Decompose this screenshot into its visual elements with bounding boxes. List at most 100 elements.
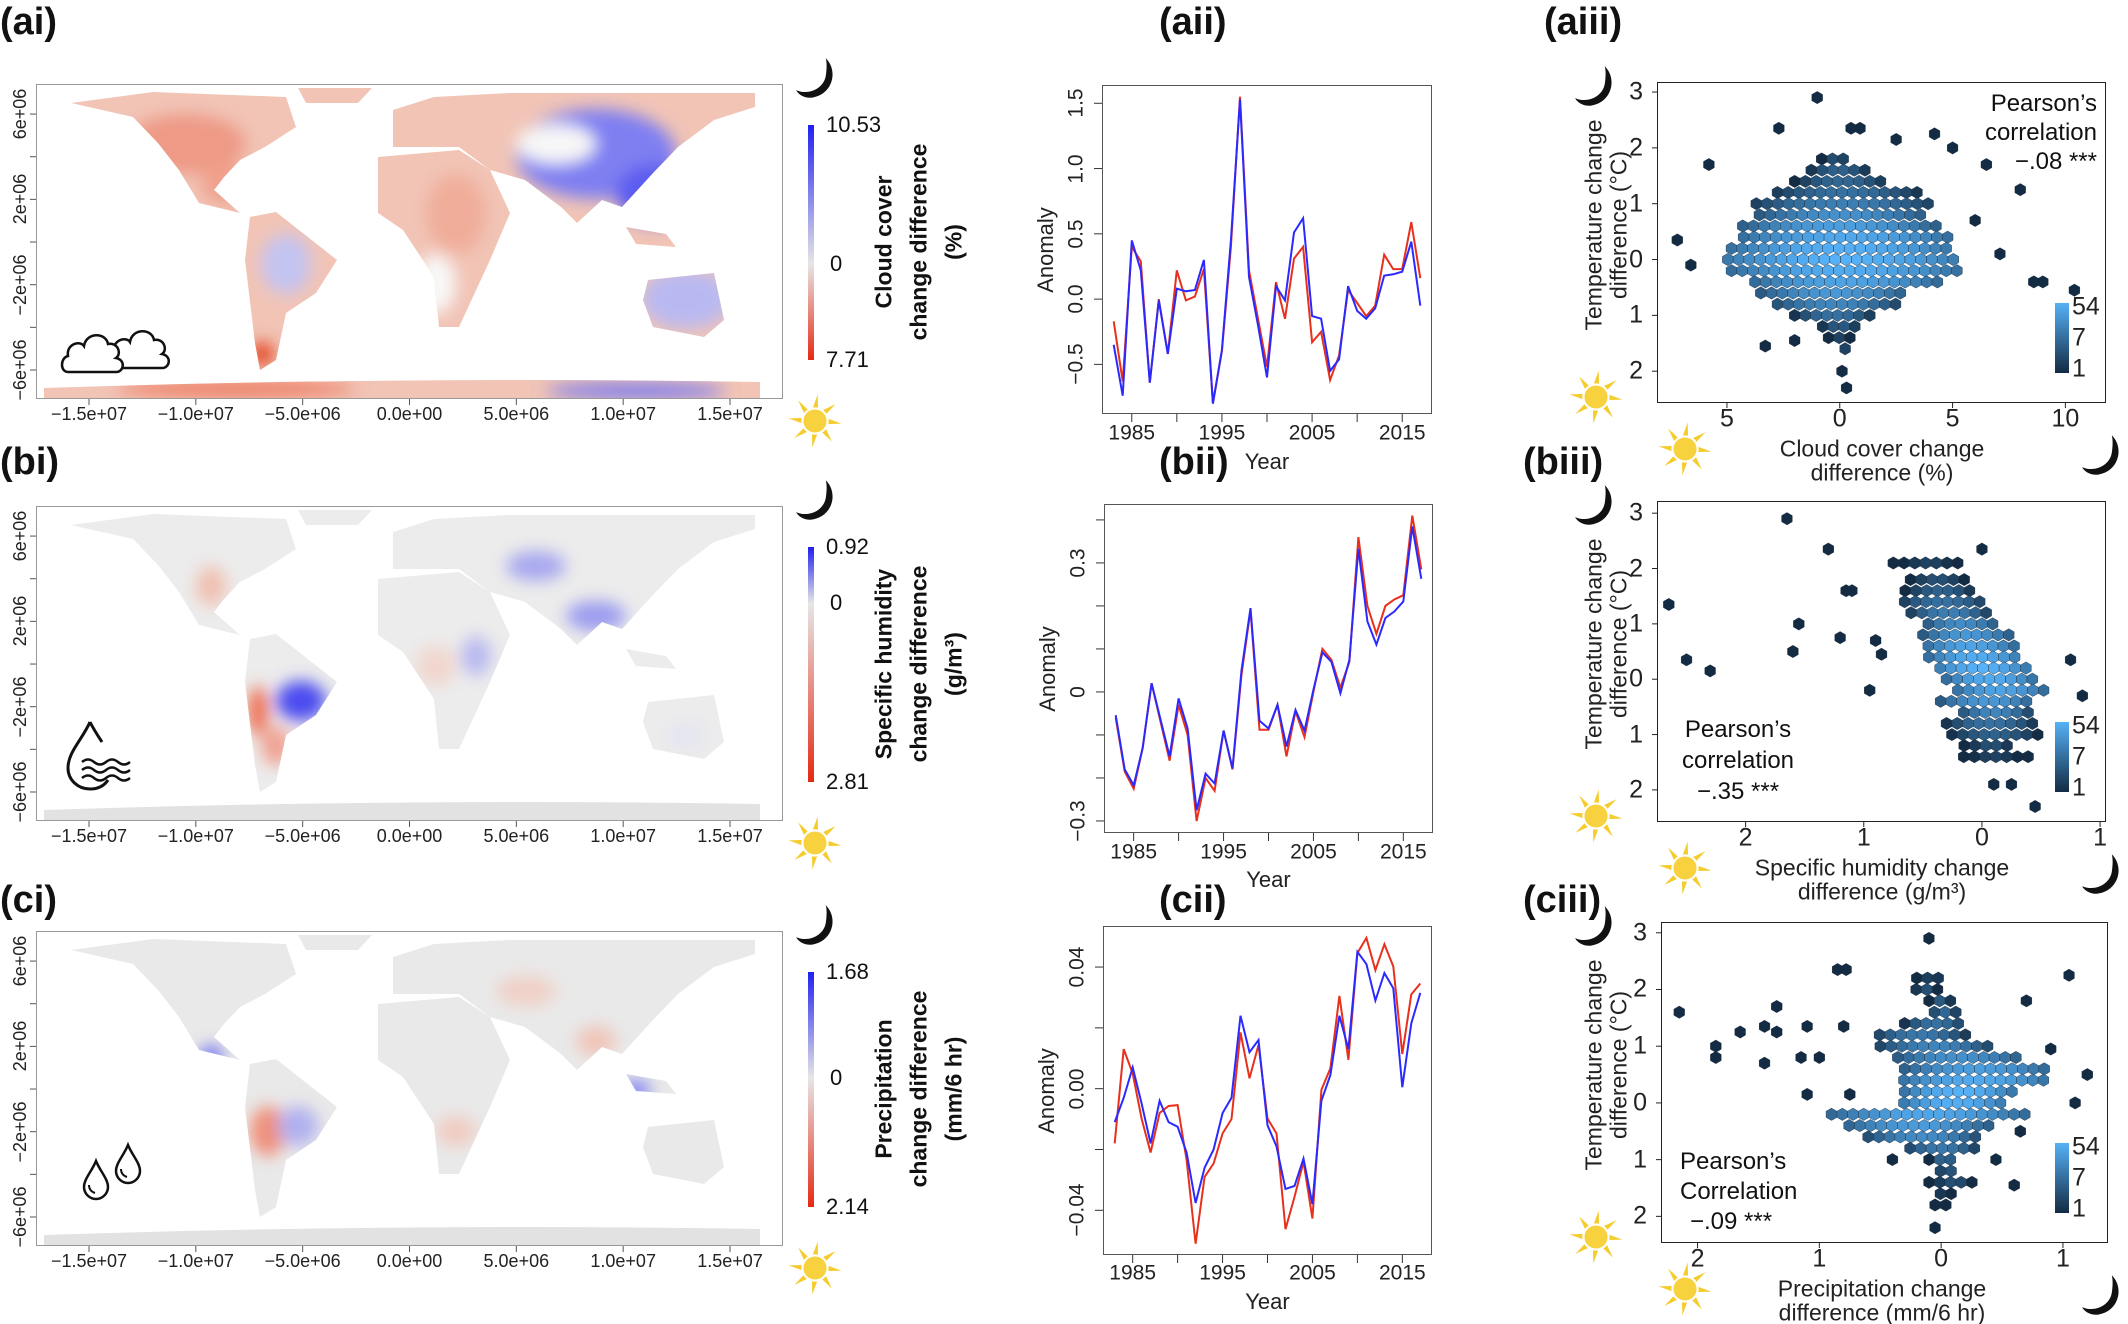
plot-frame bbox=[1657, 82, 2106, 403]
x-tick-label: −5.0e+06 bbox=[264, 1251, 341, 1271]
hex-cell bbox=[1966, 1175, 1978, 1189]
water-drop-icon bbox=[66, 721, 131, 791]
hex-cell bbox=[1704, 664, 1716, 678]
colorbar bbox=[808, 547, 814, 782]
hex-cell bbox=[1923, 1175, 1935, 1189]
hex-cell bbox=[2037, 275, 2049, 289]
hex-cell bbox=[1838, 1019, 1850, 1033]
legend-label: 1 bbox=[2072, 1194, 2086, 1223]
hex-cell bbox=[1886, 1153, 1899, 1167]
x-axis-label: Specific humidity change bbox=[1754, 854, 2010, 881]
hex-cell bbox=[1994, 1073, 2007, 1087]
x-tick-label: −1.0e+07 bbox=[157, 826, 234, 846]
hex-cell bbox=[1969, 213, 1981, 227]
x-axis-label: Year bbox=[1246, 867, 1291, 892]
hex-cell bbox=[1934, 1153, 1946, 1167]
y-tick-label: 2 bbox=[1633, 974, 1647, 1003]
hex-cell bbox=[1963, 1085, 1975, 1099]
panel-label: (ai) bbox=[0, 1, 57, 43]
hex-cell bbox=[1898, 1085, 1911, 1099]
hex-cell bbox=[1886, 1119, 1898, 1133]
count-color-legend bbox=[2055, 722, 2069, 792]
hex-cell bbox=[2081, 1068, 2093, 1082]
hex-cell bbox=[1962, 1073, 1974, 1087]
hex-cell bbox=[1710, 1039, 1722, 1053]
hex-cell bbox=[1916, 1028, 1929, 1042]
anomaly-patch bbox=[641, 269, 731, 329]
hex-cell bbox=[1793, 617, 1805, 631]
hex-cell bbox=[1931, 983, 1944, 996]
hex-cell bbox=[1906, 1039, 1919, 1053]
hex-cell bbox=[1685, 258, 1697, 272]
sun-icon bbox=[788, 816, 842, 870]
hex-cell bbox=[1854, 1119, 1866, 1133]
hex-cell bbox=[1922, 1107, 1934, 1121]
x-tick-label: 1.5e+07 bbox=[697, 826, 763, 846]
hex-cell bbox=[1758, 1019, 1771, 1033]
hex-cell bbox=[1911, 971, 1923, 985]
x-tick-label: 5.0e+06 bbox=[483, 826, 550, 846]
x-tick-label: −1.0e+07 bbox=[157, 1251, 234, 1271]
y-tick-label: 0 bbox=[1633, 1088, 1647, 1117]
hex-cell bbox=[1822, 542, 1834, 556]
hex-cell bbox=[1836, 364, 1848, 378]
raindrops-icon bbox=[82, 1141, 142, 1201]
hex-cell bbox=[1919, 1096, 1931, 1110]
hex-cell bbox=[1895, 1028, 1907, 1042]
hex-cell bbox=[2064, 653, 2077, 667]
panel-label: (cii) bbox=[1159, 879, 1227, 921]
hex-cell bbox=[1933, 1107, 1945, 1121]
x-tick-label: 1.0e+07 bbox=[590, 404, 656, 424]
y-tick-label: 1 bbox=[1629, 189, 1643, 218]
pearson-annotation: −.35 *** bbox=[1696, 778, 1780, 805]
hex-cell bbox=[1973, 1096, 1985, 1110]
hex-cell bbox=[1931, 275, 1944, 289]
hex-cell bbox=[2006, 1062, 2018, 1076]
landmass bbox=[378, 997, 510, 1174]
plot-frame bbox=[1103, 926, 1432, 1255]
hex-cell bbox=[2008, 1107, 2020, 1121]
hex-cell bbox=[1930, 1073, 1942, 1087]
hex-cell bbox=[1965, 1107, 1977, 1121]
hex-cell bbox=[1801, 1087, 1813, 1101]
hex-cell bbox=[1759, 339, 1771, 353]
hex-cell bbox=[1968, 1141, 1981, 1155]
colorbar-max-label: 1.68 bbox=[826, 959, 869, 984]
x-tick-label: 2005 bbox=[1290, 840, 1337, 864]
hex-cell bbox=[2069, 1096, 2081, 1110]
hex-cell bbox=[1864, 308, 1876, 322]
hex-cell bbox=[1844, 331, 1856, 345]
hex-cell bbox=[1859, 163, 1871, 177]
hex-cell bbox=[1945, 1187, 1957, 1201]
blue-series-line bbox=[1113, 949, 1422, 1205]
hex-cell bbox=[1892, 1051, 1904, 1064]
y-axis-label: difference (°C) bbox=[1605, 990, 1632, 1139]
sun-icon bbox=[1569, 789, 1623, 843]
hex-cell bbox=[1952, 1062, 1964, 1076]
x-tick-label: 1.5e+07 bbox=[697, 404, 763, 424]
anomaly-patch bbox=[546, 383, 726, 398]
hex-cell bbox=[1902, 1051, 1915, 1064]
landmass bbox=[626, 649, 676, 669]
hex-cell bbox=[1945, 1051, 1958, 1064]
x-axis-label: Year bbox=[1245, 1289, 1290, 1314]
hex-cell bbox=[1949, 1039, 1962, 1053]
hex-cell bbox=[1847, 1107, 1859, 1121]
hex-cell bbox=[1951, 1073, 1964, 1087]
hex-cell bbox=[1934, 994, 1946, 1008]
landmass bbox=[71, 514, 296, 635]
colorbar bbox=[808, 125, 814, 360]
panel-label: (biii) bbox=[1523, 441, 1604, 483]
hex-cell bbox=[1930, 1096, 1942, 1110]
hex-cell bbox=[1834, 631, 1846, 645]
moon-icon bbox=[1575, 906, 1612, 946]
hex-cell bbox=[1898, 1073, 1910, 1087]
hex-cell bbox=[1898, 1062, 1911, 1076]
hex-cell bbox=[1980, 606, 1992, 620]
hex-cell bbox=[2020, 994, 2033, 1008]
colorbar-min-label: 2.14 bbox=[826, 1194, 869, 1219]
y-tick-label: 2 bbox=[1633, 1201, 1647, 1230]
x-tick-label: 1.0e+07 bbox=[590, 1251, 656, 1271]
hex-cell bbox=[1836, 1107, 1848, 1121]
